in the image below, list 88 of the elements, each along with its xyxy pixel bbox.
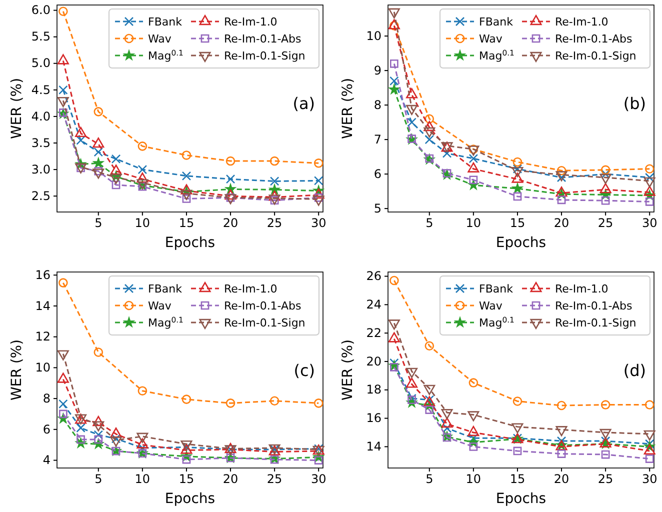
x-tick-label: 25 xyxy=(266,216,282,230)
x-tick-label: 5 xyxy=(94,472,102,486)
legend-label: Wav xyxy=(479,300,503,312)
x-axis-title: Epochs xyxy=(164,235,216,251)
x-axis-title: Epochs xyxy=(496,235,546,251)
x-tick-label: 25 xyxy=(266,472,282,486)
y-tick-label: 8 xyxy=(374,98,382,112)
y-tick-label: 24 xyxy=(366,298,382,312)
annotation: (d) xyxy=(623,361,646,380)
x-tick-label: 15 xyxy=(178,216,194,230)
legend-label: Re-Im-1.0 xyxy=(224,282,278,296)
y-axis-title: WER (%) xyxy=(9,339,25,401)
legend-label: Re-Im-0.1-Sign xyxy=(555,316,636,330)
y-tick-label: 16 xyxy=(366,411,382,426)
y-tick-label: 14 xyxy=(366,440,382,454)
x-tick-label: 5 xyxy=(94,216,102,230)
y-tick-label: 26 xyxy=(366,269,382,284)
legend-label: Re-Im-1.0 xyxy=(555,16,608,28)
y-tick-label: 6 xyxy=(374,166,382,181)
legend-label: FBank xyxy=(479,282,514,296)
x-tick-label: 10 xyxy=(134,216,150,230)
x-tick-label: 10 xyxy=(466,216,482,230)
y-tick-label: 5.0 xyxy=(31,56,50,70)
x-tick-label: 10 xyxy=(466,472,482,486)
annotation: (b) xyxy=(623,94,646,113)
x-tick-label: 5 xyxy=(426,216,434,230)
y-tick-label: 5.5 xyxy=(31,30,50,44)
x-tick-label: 30 xyxy=(642,216,658,230)
x-tick-label: 30 xyxy=(642,472,658,486)
y-tick-label: 4 xyxy=(42,453,50,468)
legend-label: Re-Im-0.1-Abs xyxy=(555,300,633,312)
y-tick-label: 14 xyxy=(35,298,50,313)
y-tick-label: 3.0 xyxy=(31,162,50,176)
legend-label: Re-Im-0.1-Sign xyxy=(224,50,306,62)
y-tick-label: 6.0 xyxy=(31,3,50,18)
legend-label: FBank xyxy=(148,282,183,296)
legend-label: Re-Im-1.0 xyxy=(555,282,608,296)
x-tick-label: 20 xyxy=(554,216,570,230)
y-tick-label: 3.5 xyxy=(31,136,50,150)
x-tick-label: 20 xyxy=(222,472,238,486)
y-axis-title: WER (%) xyxy=(9,78,25,140)
x-tick-label: 15 xyxy=(510,216,526,230)
y-tick-label: 16 xyxy=(35,268,50,282)
x-tick-label: 10 xyxy=(134,472,150,486)
y-axis-title: WER (%) xyxy=(340,339,356,401)
y-tick-label: 5 xyxy=(374,201,382,216)
x-tick-label: 20 xyxy=(554,472,570,486)
x-axis-title: Epochs xyxy=(164,491,216,507)
legend-label: Mag$^{0.1}$ xyxy=(148,48,184,62)
y-tick-label: 20 xyxy=(366,354,382,368)
legend-label: FBank xyxy=(479,16,514,28)
y-tick-label: 6 xyxy=(42,422,50,436)
y-tick-label: 9 xyxy=(374,63,382,78)
legend-label: Re-Im-0.1-Abs xyxy=(555,32,633,46)
legend-label: FBank xyxy=(148,16,183,28)
y-tick-label: 2.5 xyxy=(31,188,50,203)
legend-label: Wav xyxy=(479,32,503,46)
y-tick-label: 10 xyxy=(366,28,382,43)
y-tick-label: 4.5 xyxy=(31,82,50,97)
y-tick-label: 10 xyxy=(35,360,50,375)
x-tick-label: 5 xyxy=(426,472,434,486)
legend-label: Wav xyxy=(148,300,172,312)
x-axis-title: Epochs xyxy=(496,491,546,507)
annotation: (c) xyxy=(294,361,315,380)
y-tick-label: 12 xyxy=(35,330,50,344)
x-tick-label: 25 xyxy=(598,472,614,486)
y-tick-label: 7 xyxy=(374,132,382,146)
legend-label: Re-Im-0.1-Sign xyxy=(224,316,306,330)
x-tick-label: 30 xyxy=(310,216,326,230)
annotation: (a) xyxy=(292,94,315,113)
y-tick-label: 22 xyxy=(366,326,382,340)
y-axis-title: WER (%) xyxy=(340,78,356,140)
legend-label: Mag$^{0.1}$ xyxy=(479,315,515,330)
legend-label: Wav xyxy=(148,32,172,46)
x-tick-label: 20 xyxy=(222,216,238,230)
legend-label: Re-Im-1.0 xyxy=(224,16,278,28)
legend-label: Re-Im-0.1-Abs xyxy=(224,32,302,46)
y-tick-label: 18 xyxy=(366,382,382,397)
x-tick-label: 15 xyxy=(178,472,194,486)
legend-label: Mag$^{0.1}$ xyxy=(479,48,515,62)
legend-label: Re-Im-0.1-Abs xyxy=(224,300,302,312)
legend-label: Re-Im-0.1-Sign xyxy=(555,50,636,62)
x-tick-label: 25 xyxy=(598,216,614,230)
x-tick-label: 30 xyxy=(310,472,326,486)
x-tick-label: 15 xyxy=(510,472,526,486)
legend-label: Mag$^{0.1}$ xyxy=(148,315,184,330)
y-tick-label: 8 xyxy=(42,391,50,406)
y-tick-label: 4.0 xyxy=(31,109,50,124)
